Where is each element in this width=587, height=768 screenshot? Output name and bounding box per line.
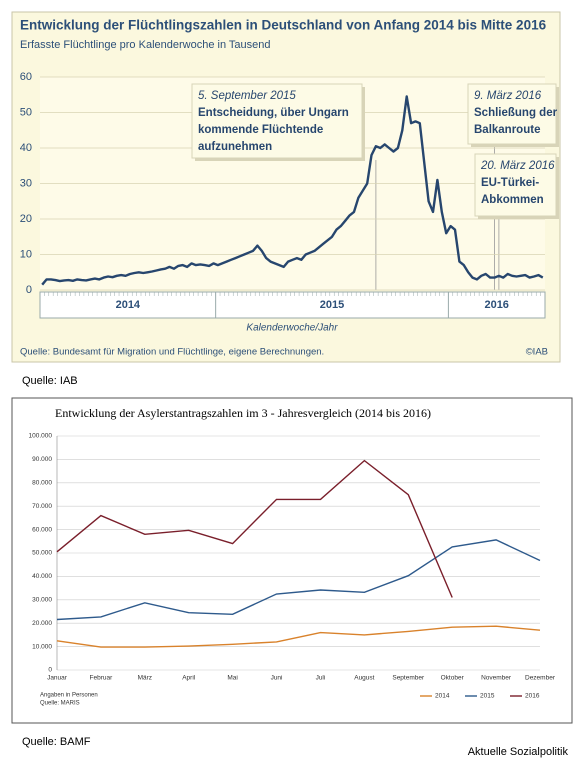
x-axis-label: Kalenderwoche/Jahr — [246, 323, 338, 334]
credit: ©IAB — [526, 347, 548, 358]
data-line — [56, 459, 453, 598]
y-tick-label: 20.000 — [32, 620, 52, 627]
x-tick-label: Mai — [227, 675, 237, 682]
y-tick-label: 0 — [48, 667, 52, 674]
data-line — [41, 95, 544, 286]
x-tick-label: November — [481, 675, 512, 682]
caption: Quelle: IAB — [22, 375, 78, 387]
annotation-text: 20. März 2016 — [480, 160, 555, 172]
year-band — [39, 291, 546, 319]
y-tick-label: 50 — [20, 106, 32, 118]
chart-subtitle: Erfasste Flüchtlinge pro Kalenderwoche i… — [20, 39, 271, 51]
annotation-text: 9. März 2016 — [474, 90, 542, 102]
annotation-text: EU-Türkei- — [481, 177, 539, 189]
note: Quelle: MARIS — [40, 701, 80, 707]
y-tick-label: 40 — [20, 142, 32, 154]
y-tick-label: 30.000 — [32, 597, 52, 604]
y-tick-label: 10.000 — [32, 643, 52, 650]
annotation-text: Abkommen — [481, 194, 544, 206]
x-tick-label: Dezember — [525, 675, 556, 682]
y-tick-label: 40.000 — [32, 573, 52, 580]
y-tick-label: 60 — [20, 71, 32, 83]
source: Quelle: Bundesamt für Migration und Flüc… — [20, 347, 324, 358]
annotation-box — [191, 83, 363, 159]
y-tick-label: 100.000 — [29, 433, 53, 440]
data-line — [56, 625, 541, 648]
annotation-text: Balkanroute — [474, 124, 540, 136]
chart-title: Entwicklung der Flüchtlingszahlen in Deu… — [20, 18, 547, 33]
data-line — [56, 539, 541, 621]
annotation-box — [467, 83, 557, 145]
x-tick-label: April — [182, 675, 196, 682]
y-tick-label: 20 — [20, 213, 32, 225]
caption: Quelle: BAMF — [22, 736, 91, 748]
x-tick-label: Februar — [90, 675, 114, 682]
y-tick-label: 50.000 — [32, 550, 52, 557]
x-tick-label: Juni — [271, 675, 283, 682]
y-tick-label: 70.000 — [32, 503, 52, 510]
annotation-box — [474, 153, 557, 217]
x-tick-label: September — [392, 675, 425, 682]
caption: Aktuelle Sozialpolitik — [468, 746, 569, 758]
x-tick-label: 2016 — [484, 299, 508, 311]
legend-label: 2014 — [435, 693, 450, 700]
annotation-text: 5. September 2015 — [198, 90, 296, 102]
x-tick-label: Januar — [47, 675, 68, 682]
chart-panel — [11, 397, 573, 724]
y-tick-label: 80.000 — [32, 480, 52, 487]
x-tick-label: März — [138, 675, 152, 682]
annotation-text: Schließung der — [474, 107, 558, 119]
x-tick-label: Oktober — [441, 675, 465, 682]
y-tick-label: 0 — [26, 284, 32, 296]
annotation-text: Entscheidung, über Ungarn — [198, 107, 349, 119]
x-tick-label: 2015 — [320, 299, 344, 311]
note: Angaben in Personen — [40, 693, 98, 699]
annotation-text: aufzunehmen — [198, 141, 272, 153]
y-tick-label: 60.000 — [32, 526, 52, 533]
y-tick-label: 90.000 — [32, 456, 52, 463]
y-tick-label: 10 — [20, 248, 32, 260]
legend-label: 2016 — [525, 693, 540, 700]
chart-title: Entwicklung der Asylerstantragszahlen im… — [55, 406, 431, 420]
annotation-text: kommende Flüchtende — [198, 124, 323, 136]
legend-label: 2015 — [480, 693, 495, 700]
x-tick-label: Juli — [316, 675, 326, 682]
y-tick-label: 30 — [20, 177, 32, 189]
x-tick-label: August — [354, 675, 374, 682]
x-tick-label: 2014 — [116, 299, 141, 311]
